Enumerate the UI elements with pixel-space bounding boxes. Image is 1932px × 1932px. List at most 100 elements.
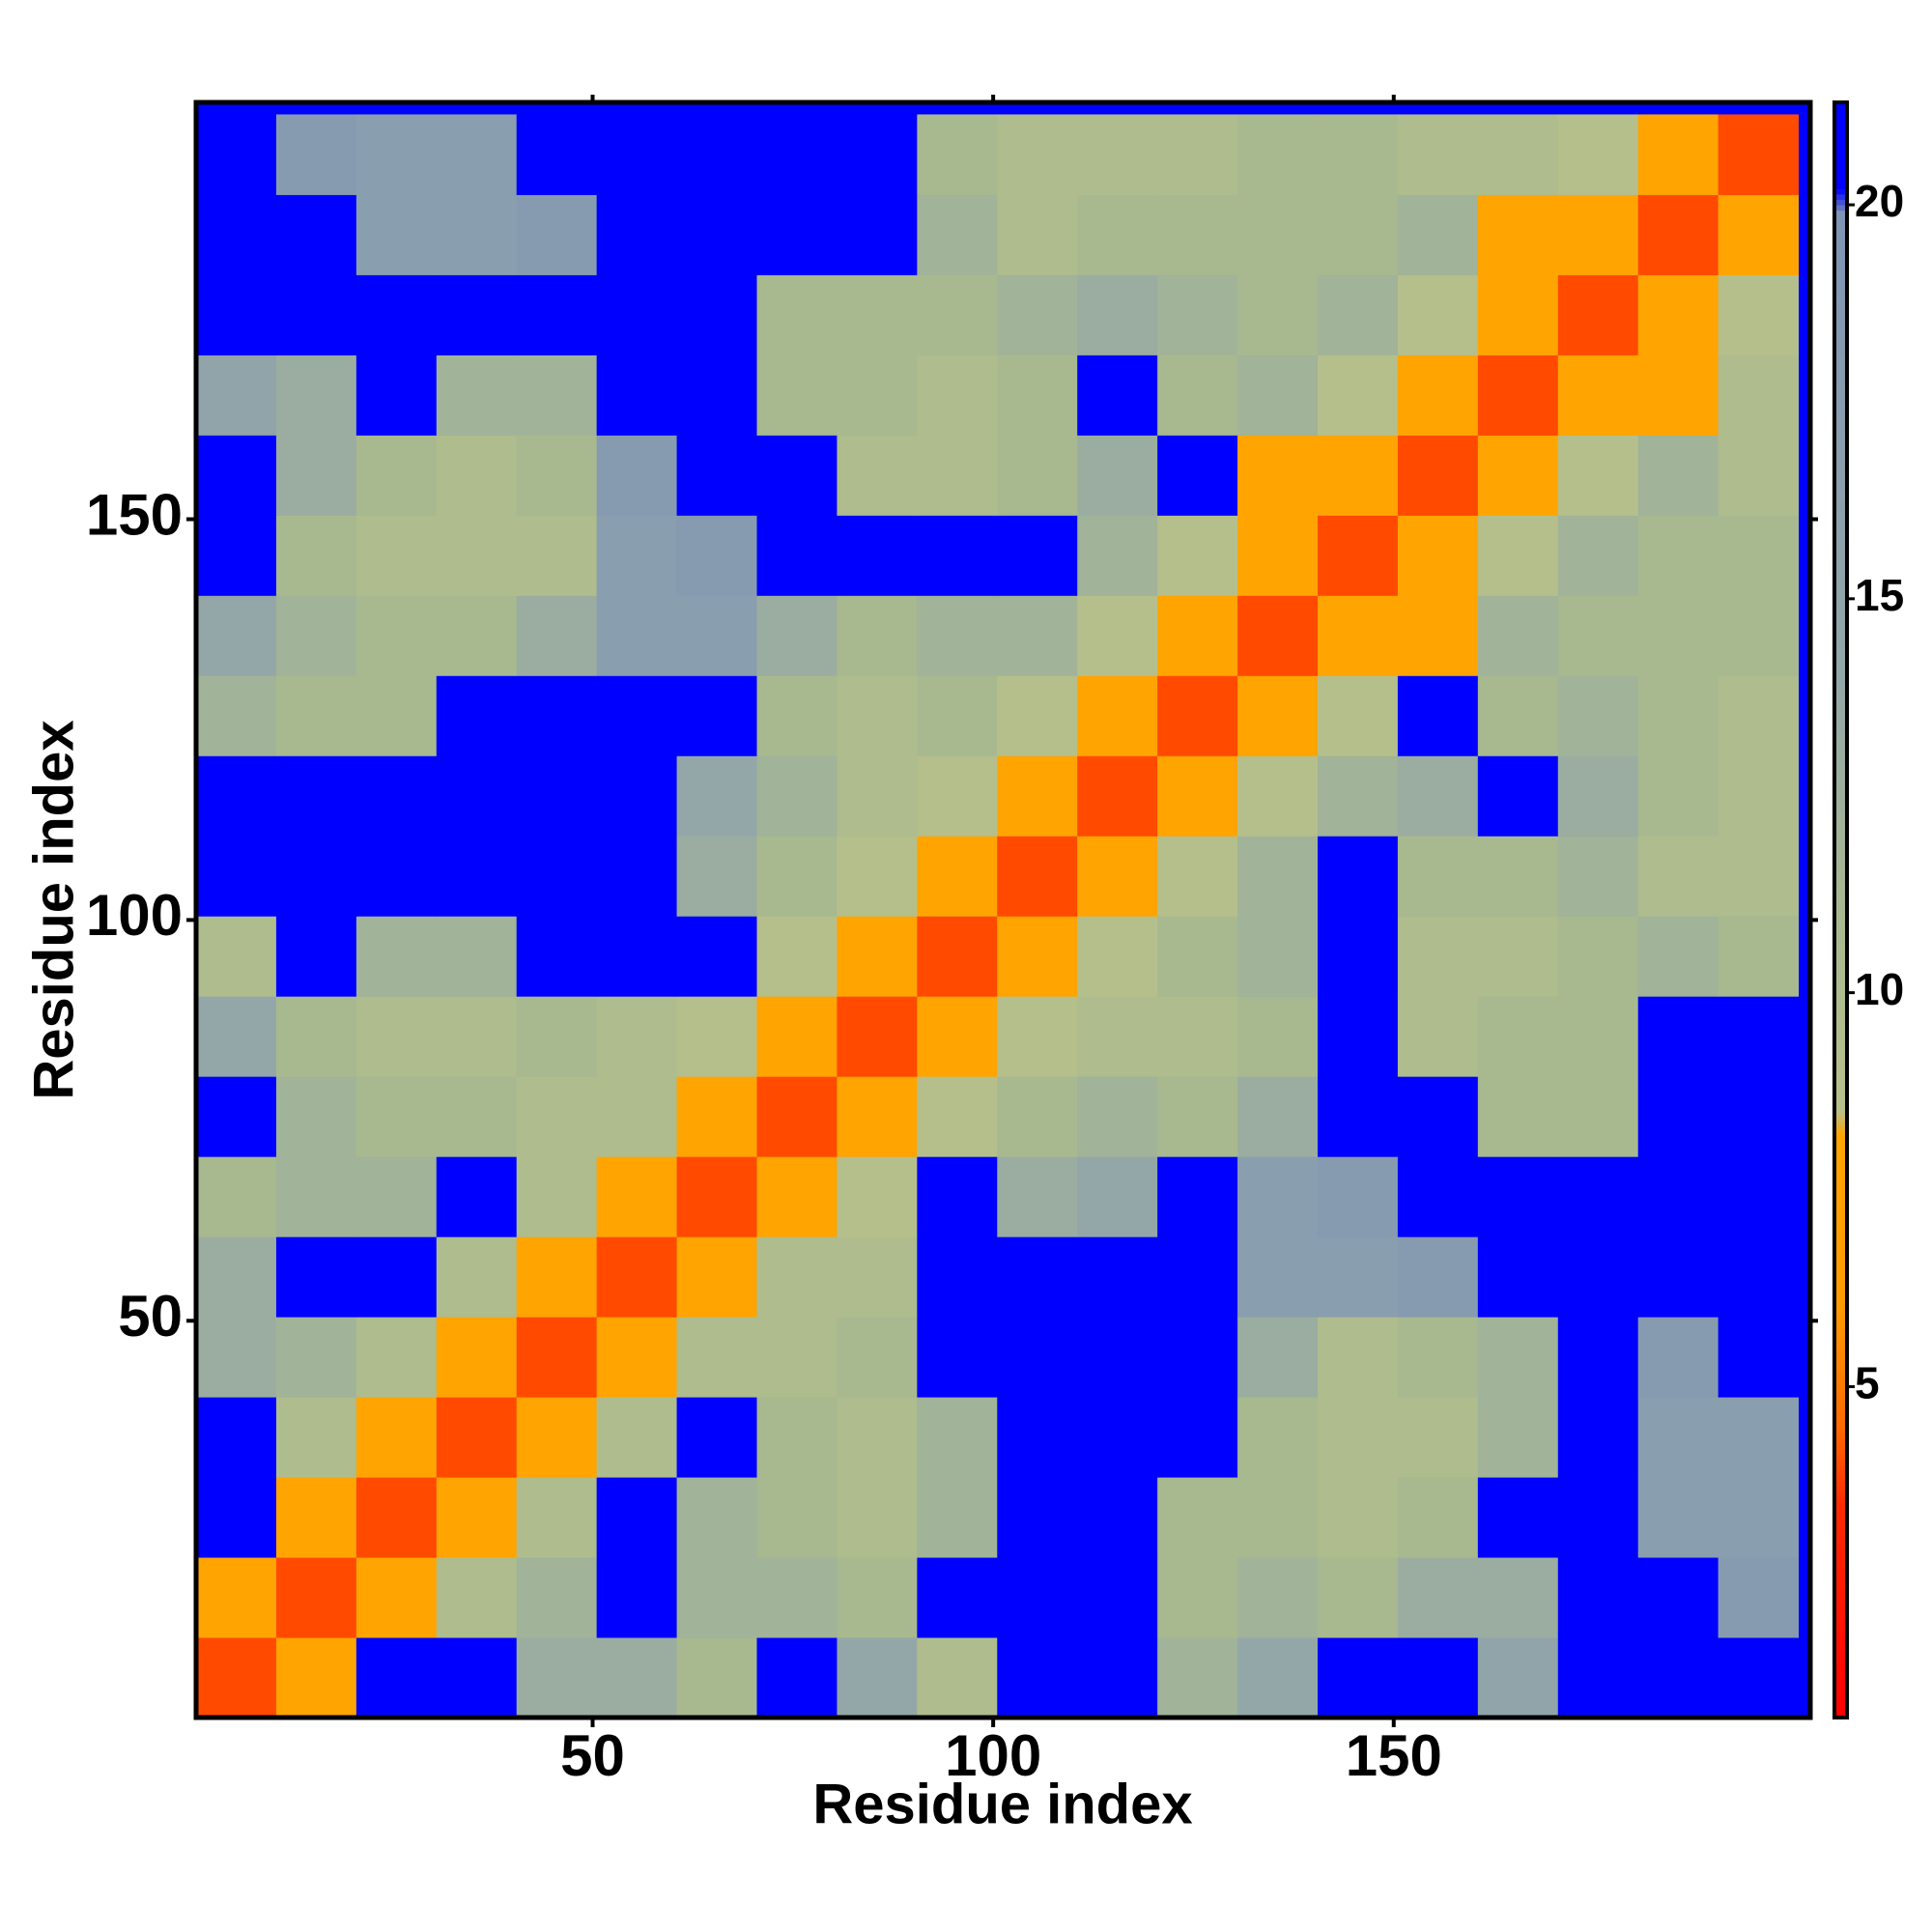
heatmap-cell	[1157, 755, 1238, 837]
heatmap-cell	[917, 836, 998, 917]
colorbar-segment	[1834, 1329, 1847, 1336]
heatmap-cell	[275, 1236, 357, 1318]
heatmap-cell	[196, 194, 277, 275]
heatmap-cell	[997, 1637, 1078, 1719]
heatmap-cell	[1157, 1557, 1238, 1638]
heatmap-cell	[1157, 996, 1238, 1077]
colorbar-segment	[1834, 808, 1847, 814]
colorbar-segment	[1834, 1179, 1847, 1185]
heatmap-cell	[196, 1236, 277, 1318]
colorbar-segment	[1834, 1415, 1847, 1423]
heatmap-cell	[355, 1236, 438, 1318]
colorbar-frame	[1833, 100, 1849, 1719]
colorbar-segment	[1834, 635, 1847, 641]
heatmap-cell	[516, 355, 598, 436]
colorbar-segment	[1834, 1362, 1847, 1369]
heatmap-cell	[756, 916, 838, 997]
colorbar-segment	[1834, 220, 1847, 227]
colorbar-segment	[1834, 118, 1847, 125]
heatmap-cell	[1718, 355, 1800, 436]
colorbar-segment	[1834, 1641, 1847, 1649]
colorbar-segment	[1834, 350, 1847, 356]
heatmap-cell	[1477, 916, 1559, 997]
heatmap-cell	[355, 114, 438, 195]
colorbar-segment	[1834, 1147, 1847, 1153]
heatmap-cell	[355, 1477, 438, 1558]
colorbar-segment	[1834, 716, 1847, 723]
colorbar-segment	[1834, 1453, 1847, 1461]
heatmap-cell	[1077, 1076, 1158, 1157]
colorbar-segment	[1834, 360, 1847, 367]
heatmap-cell	[837, 1076, 918, 1157]
heatmap-cell	[1157, 595, 1238, 676]
heatmap-cell	[516, 916, 598, 997]
heatmap-cell	[676, 114, 757, 195]
colorbar-segment	[1834, 1319, 1847, 1325]
colorbar-segment	[1834, 1162, 1847, 1170]
heatmap-cell	[516, 194, 598, 275]
colorbar-segment	[1834, 1668, 1847, 1676]
colorbar-segment	[1834, 570, 1847, 578]
heatmap-cell	[1237, 1557, 1319, 1638]
heatmap-cell	[436, 1397, 518, 1478]
colorbar-segment	[1834, 414, 1847, 421]
plot-frame	[193, 99, 1813, 1720]
heatmap-cell	[596, 1156, 678, 1237]
colorbar-segment	[1834, 1389, 1847, 1396]
colorbar-segment	[1834, 237, 1847, 243]
heatmap-cell	[1477, 836, 1559, 917]
heatmap-cell	[1637, 755, 1719, 837]
heatmap-cell	[1477, 1236, 1559, 1318]
heatmap-cell	[1157, 1156, 1238, 1237]
heatmap-cell	[275, 1317, 357, 1398]
heatmap-cell	[196, 515, 277, 596]
heatmap-cell	[196, 595, 277, 676]
colorbar-segment	[1834, 1432, 1847, 1438]
heatmap-cell	[1157, 114, 1238, 195]
heatmap-cell	[275, 916, 357, 997]
colorbar-segment	[1834, 1297, 1847, 1304]
colorbar-segment	[1834, 242, 1847, 249]
heatmap-cell	[436, 996, 518, 1077]
heatmap-cell	[1718, 595, 1800, 676]
heatmap-cell	[997, 675, 1078, 756]
heatmap-cell	[1718, 1076, 1800, 1157]
heatmap-cell	[1317, 755, 1399, 837]
colorbar-segment	[1834, 586, 1847, 593]
heatmap-cell	[917, 996, 998, 1077]
heatmap-cell	[1718, 515, 1800, 596]
heatmap-cell	[355, 1156, 438, 1237]
colorbar-segment	[1834, 662, 1847, 668]
heatmap-cell	[1397, 274, 1479, 355]
heatmap-cell	[1637, 114, 1719, 195]
colorbar-segment	[1834, 210, 1847, 216]
heatmap-cell	[1557, 1156, 1639, 1237]
heatmap-cell	[917, 1236, 998, 1318]
colorbar-segment	[1834, 1275, 1847, 1283]
heatmap-cell	[837, 515, 918, 596]
colorbar-segment	[1834, 1098, 1847, 1105]
heatmap-cell	[196, 755, 277, 837]
colorbar-segment	[1834, 107, 1847, 114]
heatmap-cell	[917, 1156, 998, 1237]
colorbar-segment	[1834, 592, 1847, 599]
colorbar-segment	[1834, 366, 1847, 373]
colorbar-segment	[1834, 269, 1847, 275]
colorbar-segment	[1834, 226, 1847, 233]
heatmap-cell	[1718, 194, 1800, 275]
colorbar-segment	[1834, 936, 1847, 944]
heatmap-cell	[997, 435, 1078, 516]
heatmap-cell	[1397, 435, 1479, 516]
heatmap-cell	[1637, 1156, 1719, 1237]
x-tick-label: 50	[560, 1723, 625, 1788]
colorbar-segment	[1834, 490, 1847, 497]
heatmap-cell	[1718, 1317, 1800, 1398]
heatmap-cell	[997, 996, 1078, 1077]
heatmap-cell	[1317, 435, 1399, 516]
colorbar-segment	[1834, 645, 1847, 653]
heatmap-cell	[1477, 1477, 1559, 1558]
colorbar-segment	[1834, 1437, 1847, 1444]
heatmap-cell	[1157, 1317, 1238, 1398]
heatmap-cell	[756, 675, 838, 756]
colorbar-segment	[1834, 1044, 1847, 1051]
